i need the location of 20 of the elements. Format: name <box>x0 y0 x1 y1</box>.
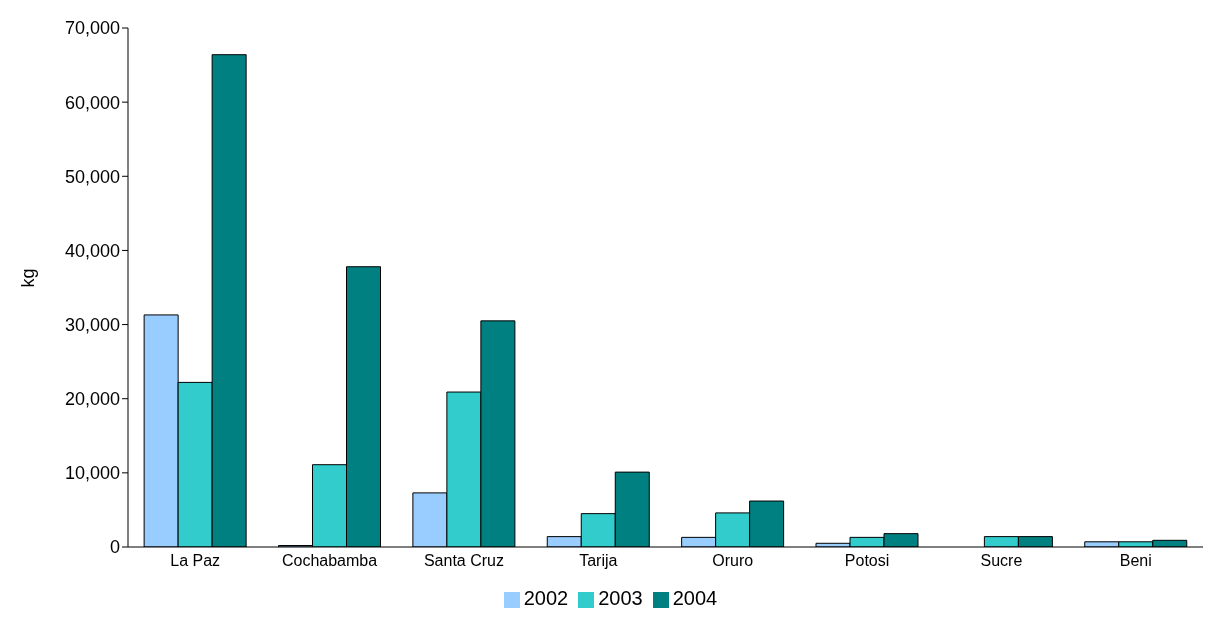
x-tick-label: Cochabamba <box>281 552 378 570</box>
legend-label: 2004 <box>672 587 718 609</box>
x-tick-label: Santa Cruz <box>423 552 504 570</box>
x-tick-label: La Paz <box>170 552 221 570</box>
y-tick-label: 50,000 <box>64 166 120 187</box>
y-tick-label: 30,000 <box>64 314 120 335</box>
y-tick-label: 10,000 <box>64 463 120 484</box>
y-tick-label: 60,000 <box>64 92 120 113</box>
x-tick-label: Potosi <box>844 552 890 570</box>
x-tick-label: Sucre <box>980 552 1023 570</box>
y-tick-label: 0 <box>109 537 120 558</box>
x-tick-label: Oruro <box>712 552 754 570</box>
legend-label: 2002 <box>523 587 569 609</box>
y-tick-label: 20,000 <box>64 389 120 410</box>
y-tick-label: 40,000 <box>64 240 120 261</box>
x-tick-label: Beni <box>1119 552 1152 570</box>
x-tick-label: Tarija <box>579 552 618 570</box>
y-axis-title: kg <box>18 268 39 288</box>
legend-label: 2003 <box>598 587 643 609</box>
y-tick-label: 70,000 <box>64 18 120 39</box>
